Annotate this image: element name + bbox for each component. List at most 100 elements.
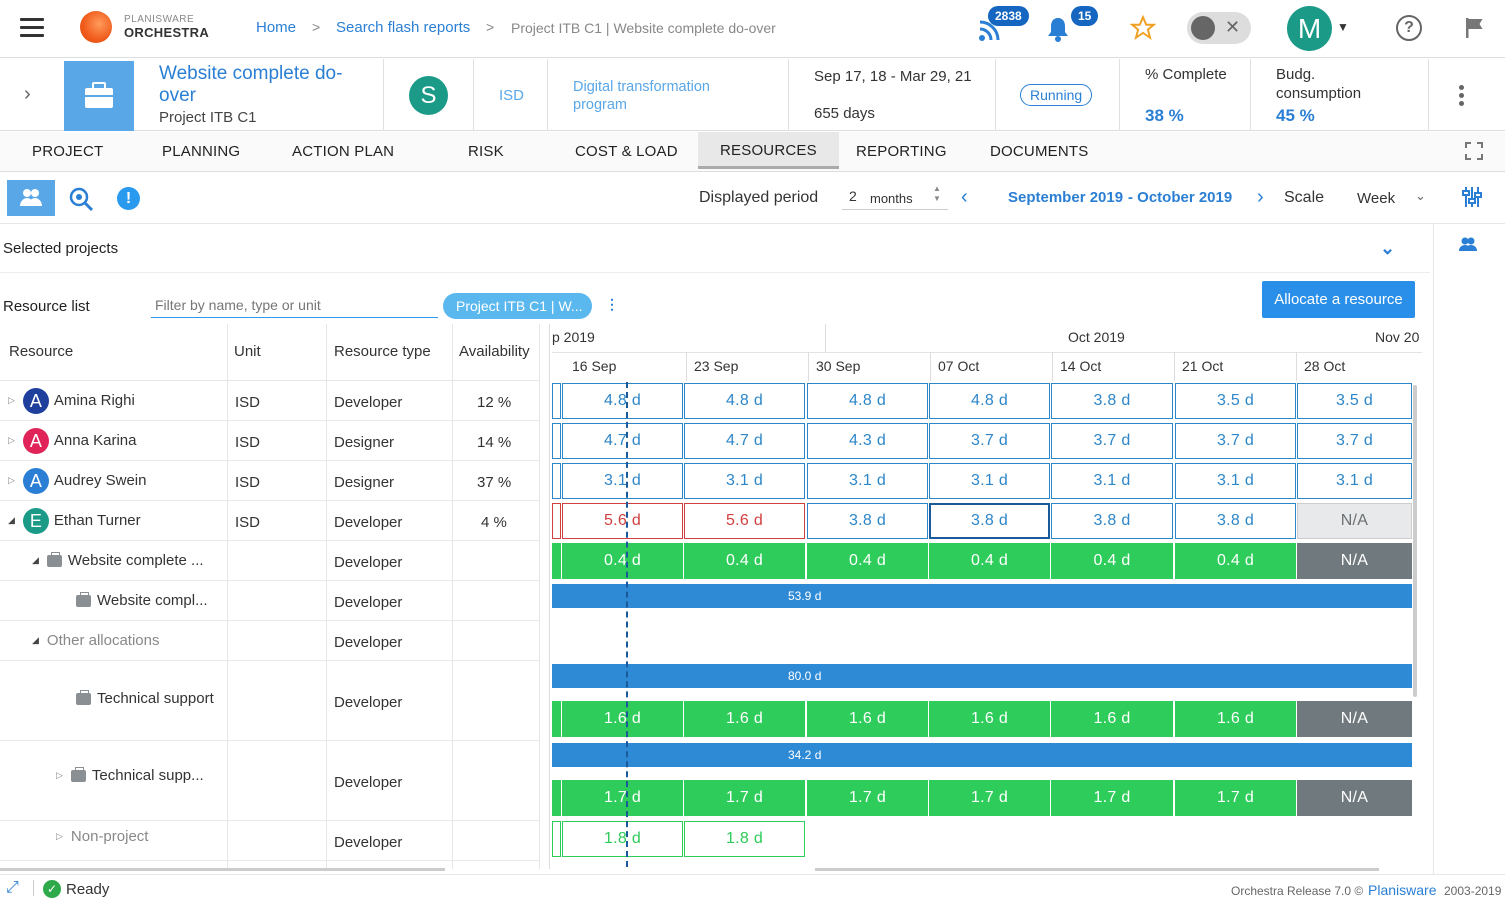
- search-resource-icon[interactable]: [68, 186, 94, 215]
- load-cell[interactable]: 3.8 d: [929, 503, 1050, 539]
- load-cell[interactable]: 1.7 d: [807, 780, 928, 816]
- load-cell[interactable]: 3.7 d: [1051, 423, 1173, 459]
- tab-planning[interactable]: PLANNING: [162, 143, 241, 160]
- expand-row-icon[interactable]: ▷: [8, 395, 15, 405]
- user-avatar[interactable]: M: [1287, 6, 1332, 51]
- close-icon[interactable]: ✕: [1225, 17, 1241, 37]
- breadcrumb-home[interactable]: Home: [256, 19, 297, 36]
- resource-row[interactable]: ◢ E Ethan Turner ISD Developer 4 %: [0, 501, 540, 541]
- toggle-switch[interactable]: ✕: [1187, 12, 1251, 44]
- resize-arrows-icon[interactable]: ⤢: [6, 879, 19, 896]
- load-cell[interactable]: 1.7 d: [562, 780, 683, 816]
- allocation-bar[interactable]: 80.0 d: [552, 664, 1412, 688]
- allocation-row[interactable]: Website compl... Developer: [0, 581, 540, 621]
- allocation-group-row[interactable]: ◢ Other allocations Developer: [0, 621, 540, 661]
- help-icon[interactable]: ?: [1396, 15, 1422, 41]
- resource-filter-input[interactable]: [151, 292, 438, 318]
- tab-cost-load[interactable]: COST & LOAD: [575, 143, 678, 160]
- allocation-row[interactable]: ◢ Website complete ... Developer: [0, 541, 540, 581]
- allocation-name[interactable]: Technical supp...: [91, 767, 204, 784]
- resource-name[interactable]: Audrey Swein: [53, 472, 147, 489]
- load-cell[interactable]: 0.4 d: [1051, 543, 1173, 579]
- load-cell[interactable]: 1.6 d: [684, 701, 805, 737]
- load-cell[interactable]: 3.1 d: [1051, 463, 1173, 499]
- expand-row-icon[interactable]: ▷: [56, 770, 63, 780]
- expand-row-icon[interactable]: ▷: [56, 831, 63, 841]
- settings-sliders-icon[interactable]: [1462, 186, 1482, 211]
- chevron-down-icon[interactable]: ⌄: [1380, 238, 1396, 258]
- load-cell[interactable]: 3.1 d: [807, 463, 928, 499]
- load-cell[interactable]: 1.7 d: [684, 780, 805, 816]
- load-cell[interactable]: 3.1 d: [562, 463, 683, 499]
- load-cell[interactable]: 0.4 d: [929, 543, 1050, 579]
- load-cell[interactable]: 1.6 d: [929, 701, 1050, 737]
- menu-icon[interactable]: [20, 18, 44, 38]
- load-cell[interactable]: 3.1 d: [929, 463, 1050, 499]
- load-cell[interactable]: N/A: [1297, 780, 1412, 816]
- horizontal-scrollbar-left[interactable]: [0, 868, 445, 871]
- alert-icon[interactable]: !: [117, 187, 140, 210]
- project-title[interactable]: Website complete do-over: [159, 63, 343, 106]
- collapse-row-icon[interactable]: ◢: [32, 635, 39, 645]
- chevron-down-icon[interactable]: ▼: [1337, 20, 1349, 34]
- tab-reporting[interactable]: REPORTING: [856, 143, 947, 160]
- load-cell[interactable]: 5.6 d: [562, 503, 683, 539]
- resource-row[interactable]: ▷ A Anna Karina ISD Designer 14 %: [0, 421, 540, 461]
- load-cell[interactable]: 1.8 d: [562, 821, 683, 857]
- planisware-logo[interactable]: [80, 11, 112, 43]
- load-cell[interactable]: 1.6 d: [562, 701, 683, 737]
- load-cell[interactable]: 3.8 d: [1051, 383, 1173, 419]
- allocate-resource-button[interactable]: Allocate a resource: [1262, 281, 1415, 318]
- load-cell[interactable]: 4.3 d: [807, 423, 928, 459]
- load-cell[interactable]: 3.1 d: [684, 463, 805, 499]
- load-cell[interactable]: 3.5 d: [1297, 383, 1412, 419]
- load-cell[interactable]: 3.1 d: [1175, 463, 1296, 499]
- allocation-bar[interactable]: 53.9 d: [552, 584, 1412, 608]
- column-resource[interactable]: Resource: [9, 343, 74, 360]
- expand-arrow-icon[interactable]: ›: [24, 83, 31, 105]
- breadcrumb-search[interactable]: Search flash reports: [336, 19, 471, 36]
- load-cell[interactable]: 0.4 d: [684, 543, 805, 579]
- load-cell[interactable]: 3.7 d: [1297, 423, 1412, 459]
- column-resource-type[interactable]: Resource type: [334, 343, 431, 360]
- tab-action-plan[interactable]: ACTION PLAN: [292, 143, 395, 160]
- load-cell[interactable]: 1.7 d: [929, 780, 1050, 816]
- feed-icon[interactable]: [978, 18, 1004, 45]
- fullscreen-icon[interactable]: [1465, 142, 1483, 160]
- allocation-group-name[interactable]: Non-project: [70, 828, 149, 845]
- period-stepper[interactable]: 2 months ▲ ▼: [842, 184, 948, 210]
- load-cell[interactable]: 4.8 d: [562, 383, 683, 419]
- load-cell[interactable]: 3.7 d: [1175, 423, 1296, 459]
- load-cell[interactable]: 4.7 d: [562, 423, 683, 459]
- expand-row-icon[interactable]: ▷: [8, 435, 15, 445]
- allocation-bar[interactable]: 34.2 d: [552, 743, 1412, 767]
- load-cell[interactable]: 1.6 d: [1051, 701, 1173, 737]
- allocation-group-row[interactable]: ▷ Non-project Developer: [0, 821, 540, 861]
- load-cell[interactable]: 4.8 d: [929, 383, 1050, 419]
- load-cell[interactable]: 1.6 d: [807, 701, 928, 737]
- more-options-icon[interactable]: [1459, 85, 1464, 106]
- load-cell[interactable]: 1.6 d: [1175, 701, 1296, 737]
- resource-row[interactable]: ▷ A Amina Righi ISD Developer 12 %: [0, 381, 540, 421]
- load-cell[interactable]: N/A: [1297, 543, 1412, 579]
- load-cell[interactable]: N/A: [1297, 503, 1412, 539]
- allocation-name[interactable]: Technical support: [97, 690, 214, 707]
- load-cell[interactable]: 3.5 d: [1175, 383, 1296, 419]
- load-cell[interactable]: 4.8 d: [807, 383, 928, 419]
- resource-name[interactable]: Ethan Turner: [53, 512, 141, 529]
- load-cell[interactable]: 1.8 d: [684, 821, 805, 857]
- load-cell[interactable]: 4.7 d: [684, 423, 805, 459]
- tab-project[interactable]: PROJECT: [32, 143, 104, 160]
- chevron-down-icon[interactable]: ⌄: [1415, 188, 1426, 203]
- expand-row-icon[interactable]: ▷: [8, 475, 15, 485]
- allocation-row[interactable]: Technical support Developer: [0, 661, 540, 741]
- scale-select[interactable]: Week: [1357, 190, 1396, 207]
- column-availability[interactable]: Availability: [459, 343, 530, 360]
- program-link[interactable]: Digital transformation program: [573, 79, 710, 113]
- load-cell[interactable]: N/A: [1297, 701, 1412, 737]
- load-cell[interactable]: 3.8 d: [1175, 503, 1296, 539]
- previous-period-icon[interactable]: ‹: [961, 186, 968, 208]
- stepper-arrows-icon[interactable]: ▲ ▼: [933, 184, 941, 203]
- load-cell[interactable]: 0.4 d: [562, 543, 683, 579]
- horizontal-scrollbar-right[interactable]: [815, 868, 1379, 871]
